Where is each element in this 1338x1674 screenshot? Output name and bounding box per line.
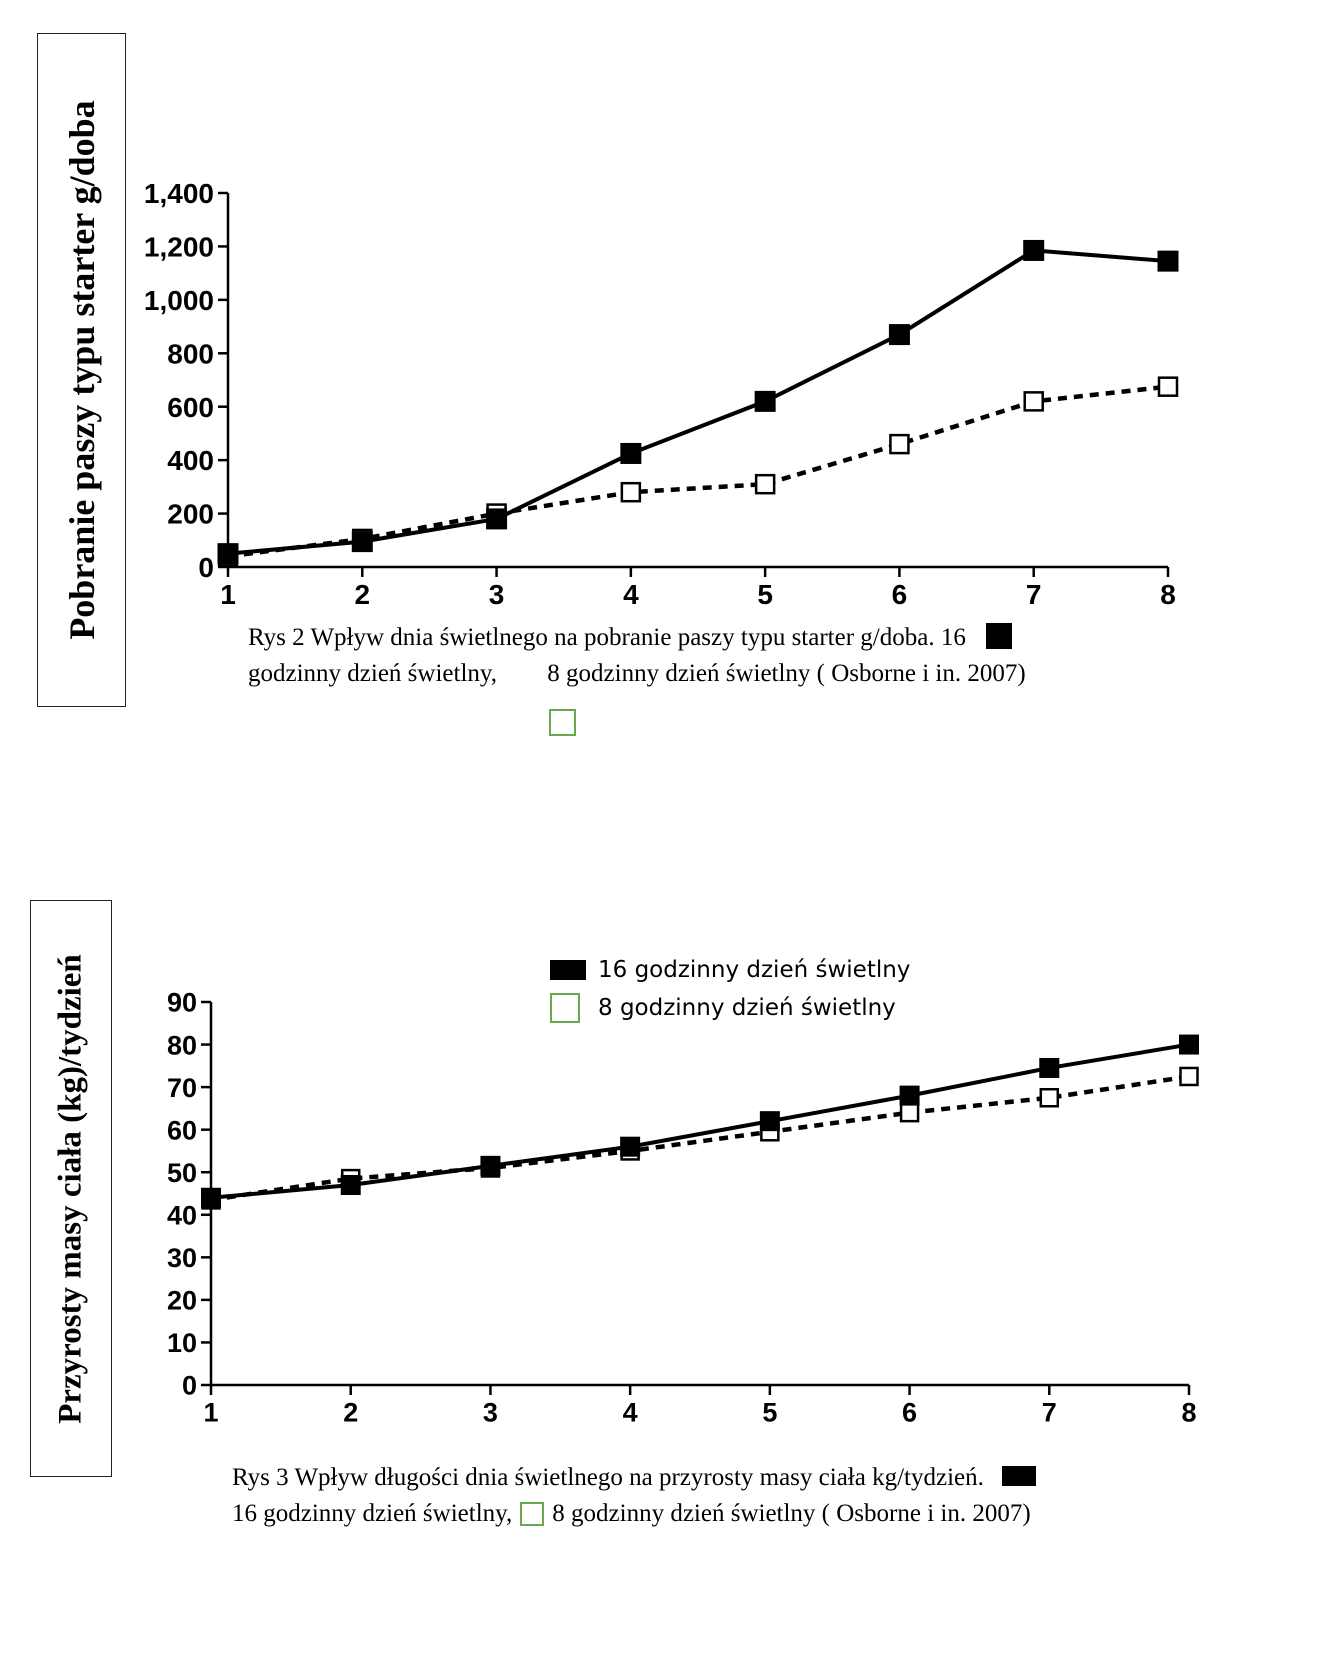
chart2-caption: Rys 3 Wpływ długości dnia świetlnego na … — [232, 1460, 1037, 1532]
chart1-ylabel-box: Pobranie paszy typu starter g/doba — [37, 33, 126, 707]
series-16h-point — [1039, 1057, 1060, 1078]
chart2-caption-line2b: 8 godzinny dzień świetlny ( Osborne i in… — [552, 1500, 1031, 1527]
x-tick-label: 5 — [757, 579, 773, 610]
x-tick-label: 1 — [203, 1397, 218, 1427]
series-8h-point — [620, 481, 642, 503]
y-tick-label: 0 — [198, 552, 214, 583]
y-tick-label: 80 — [167, 1030, 197, 1060]
legend-open-square-icon — [520, 1502, 545, 1526]
legend-item-16h: 16 godzinny dzień świetlny — [550, 952, 910, 988]
series-16h-point — [351, 531, 373, 553]
series-8h-line — [227, 384, 1169, 559]
y-tick-label: 30 — [167, 1243, 197, 1273]
x-tick-label: 6 — [902, 1397, 917, 1427]
series-8h-point — [1039, 1088, 1060, 1108]
legend-filled-square-icon — [550, 960, 586, 980]
series-16h-point — [754, 390, 776, 412]
legend-open-square-icon — [549, 709, 576, 736]
series-8h-point — [754, 473, 776, 495]
x-tick-label: 4 — [623, 1397, 638, 1427]
chart2-legend: 16 godzinny dzień świetlny 8 godzinny dz… — [550, 952, 910, 1026]
y-tick-label: 200 — [167, 499, 214, 530]
series-16h-point — [340, 1174, 361, 1195]
y-tick-label: 800 — [167, 338, 214, 369]
y-tick-label: 70 — [167, 1073, 197, 1103]
chart2-caption-line1: Rys 3 Wpływ długości dnia świetlnego na … — [232, 1464, 984, 1491]
legend-open-square-icon — [550, 993, 580, 1023]
series-8h-point — [1157, 376, 1179, 397]
chart1-caption-line1: Rys 2 Wpływ dnia świetlnego na pobranie … — [248, 624, 966, 651]
series-16h-point — [620, 442, 642, 464]
y-tick-label: 20 — [167, 1286, 197, 1316]
y-tick-label: 40 — [167, 1200, 197, 1230]
x-tick-label: 2 — [343, 1397, 358, 1427]
y-tick-label: 90 — [167, 988, 197, 1018]
x-tick-label: 7 — [1042, 1397, 1057, 1427]
y-tick-label: 400 — [167, 445, 214, 476]
y-tick-label: 0 — [182, 1371, 197, 1401]
series-16h-point — [1023, 239, 1045, 261]
x-tick-label: 3 — [483, 1397, 498, 1427]
series-16h-point — [888, 324, 910, 346]
series-8h-point — [889, 433, 910, 455]
x-tick-label: 6 — [892, 579, 908, 610]
series-16h-point — [217, 543, 239, 565]
series-16h-line — [210, 1042, 1190, 1200]
y-tick-label: 60 — [167, 1115, 197, 1145]
series-8h-line — [210, 1074, 1190, 1203]
series-16h-point — [486, 508, 508, 530]
x-tick-label: 1 — [220, 579, 236, 610]
series-16h-point — [759, 1111, 780, 1132]
series-8h-point — [899, 1102, 920, 1123]
x-tick-label: 8 — [1160, 579, 1176, 610]
legend-filled-square-icon — [986, 623, 1013, 650]
x-tick-label: 4 — [623, 579, 639, 610]
y-tick-label: 600 — [167, 392, 214, 423]
x-tick-label: 7 — [1026, 579, 1042, 610]
series-16h-point — [1157, 250, 1179, 272]
chart1-caption: Rys 2 Wpływ dnia świetlnego na pobranie … — [248, 620, 1026, 692]
series-16h-point — [620, 1136, 641, 1157]
series-16h-point — [899, 1085, 920, 1106]
x-tick-label: 3 — [489, 579, 505, 610]
y-tick-label: 1,000 — [144, 285, 214, 316]
y-tick-label: 10 — [167, 1328, 197, 1358]
legend-label-8h: 8 godzinny dzień świetlny — [598, 995, 896, 1021]
x-tick-label: 2 — [354, 579, 370, 610]
y-tick-label: 1,400 — [144, 178, 214, 209]
series-16h-point — [1179, 1034, 1199, 1055]
chart1-svg: 0 200 400 600 800 1,000 1,200 1,400 1 2 3 4 5 6 7 8 — [144, 178, 1179, 610]
chart2-caption-line2a: 16 godzinny dzień świetlny, — [232, 1500, 513, 1527]
legend-label-16h: 16 godzinny dzień świetlny — [598, 957, 911, 983]
series-8h-point — [1179, 1066, 1199, 1087]
chart1-caption-line2b: 8 godzinny dzień świetlny ( Osborne i in… — [547, 660, 1026, 687]
series-16h-line — [227, 248, 1169, 556]
chart1-caption-line2a: godzinny dzień świetlny, — [248, 660, 498, 687]
legend-filled-square-icon — [1002, 1466, 1037, 1487]
legend-item-8h: 8 godzinny dzień świetlny — [550, 990, 910, 1026]
y-tick-label: 50 — [167, 1158, 197, 1188]
x-tick-label: 8 — [1181, 1397, 1196, 1427]
series-16h-point — [201, 1187, 221, 1208]
y-tick-label: 1,200 — [144, 232, 214, 263]
series-8h-point — [1023, 391, 1044, 412]
chart2-svg: 0 10 20 30 40 50 60 70 80 90 1 2 3 4 5 6 7 8 — [167, 988, 1199, 1427]
series-16h-point — [480, 1155, 501, 1176]
chart2-ylabel-box: Przyrosty masy ciała (kg)/tydzień — [30, 900, 112, 1477]
x-tick-label: 5 — [762, 1397, 777, 1427]
